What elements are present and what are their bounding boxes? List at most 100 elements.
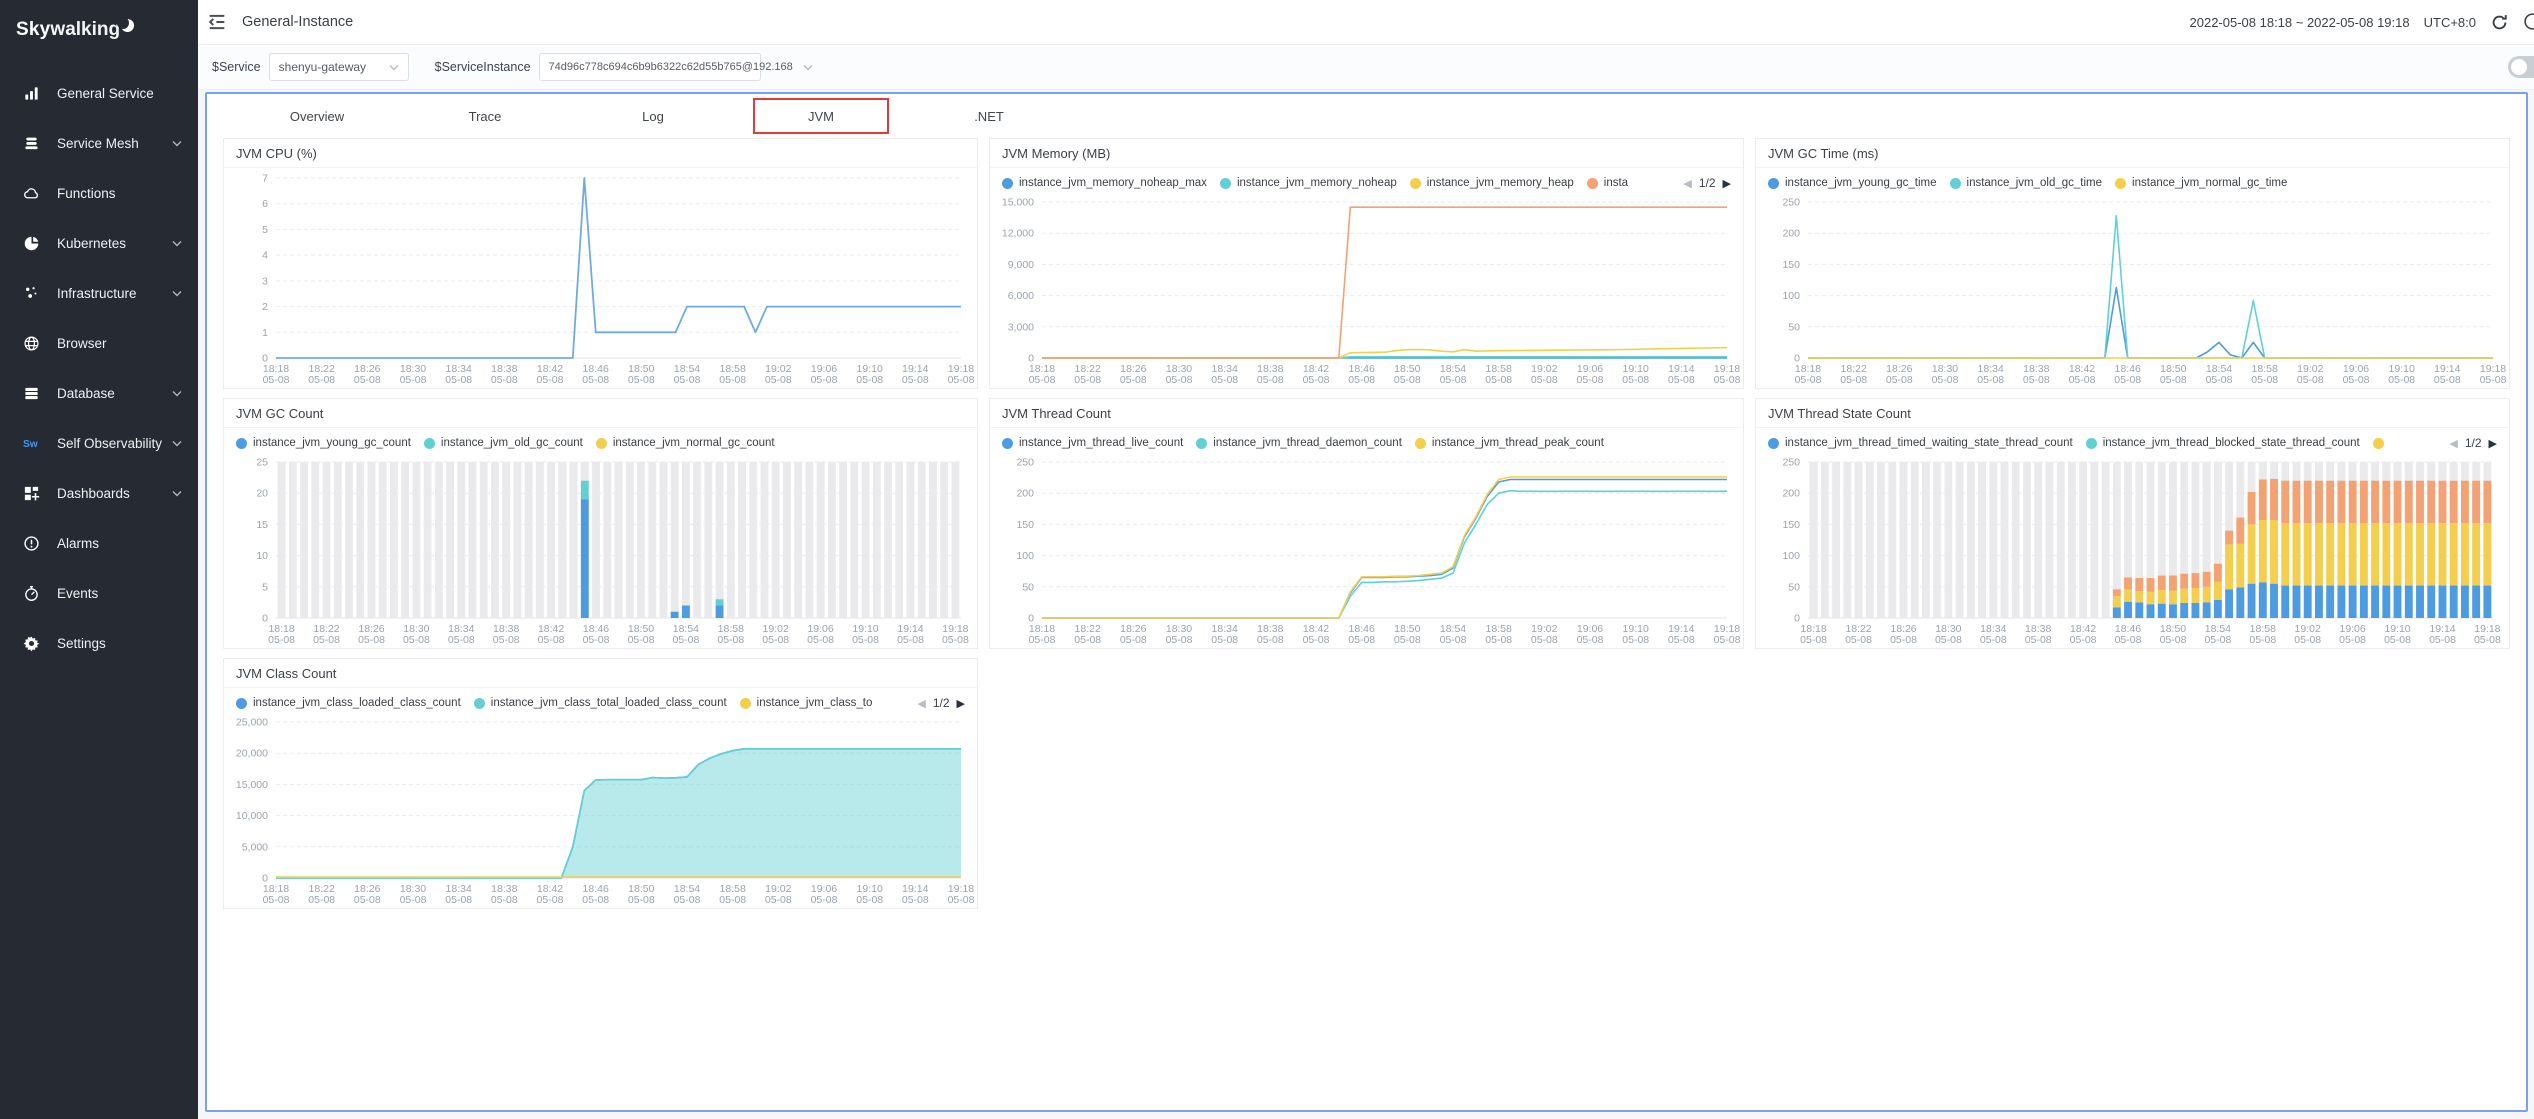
legend-item[interactable]: instance_jvm_thread_blocked_state_thread… (2086, 437, 2360, 449)
chart-canvas[interactable]: 03,0006,0009,00012,00015,00018:1805-0818… (990, 192, 1743, 388)
svg-text:18:2605-08: 18:2605-08 (354, 363, 381, 386)
time-range-picker[interactable]: 2022-05-08 18:18 ~ 2022-05-08 19:18 (2190, 15, 2410, 30)
sidebar-item-database[interactable]: Database (0, 368, 198, 418)
legend-item[interactable]: instance_jvm_thread_timed_waiting_state_… (1768, 437, 2073, 449)
svg-text:18:5805-08: 18:5805-08 (2251, 363, 2278, 386)
tab--net[interactable]: .NET (905, 109, 1073, 124)
svg-text:12,000: 12,000 (1002, 228, 1034, 240)
sidebar-item-self-observability[interactable]: SwSelf Observability (0, 418, 198, 468)
legend-item[interactable]: instance_jvm_young_gc_count (236, 437, 411, 449)
sidebar-item-functions[interactable]: Functions (0, 168, 198, 218)
legend-item[interactable]: instance_jvm_thread_peak_count (1415, 437, 1604, 449)
sidebar-item-settings[interactable]: Settings (0, 618, 198, 668)
svg-text:18:3005-08: 18:3005-08 (403, 623, 430, 646)
tab-log[interactable]: Log (569, 109, 737, 124)
legend-item[interactable]: instance_jvm_normal_gc_count (596, 437, 775, 449)
chart-canvas[interactable]: 05010015020025018:1805-0818:2205-0818:26… (990, 452, 1743, 648)
svg-text:18:5405-08: 18:5405-08 (2204, 623, 2231, 646)
legend-item[interactable]: instance_jvm_memory_noheap_max (1002, 177, 1207, 189)
legend-item[interactable]: insta (1587, 177, 1628, 189)
legend-item[interactable]: instance_jvm_memory_noheap (1220, 177, 1397, 189)
pager-prev-icon[interactable]: ◀ (1683, 177, 1691, 190)
skywalking-logo: Skywalking (0, 0, 198, 60)
svg-text:18:3405-08: 18:3405-08 (448, 623, 475, 646)
legend-label: instance_jvm_memory_noheap_max (1019, 177, 1207, 189)
legend-item[interactable]: instance_jvm_class_loaded_class_count (236, 697, 461, 709)
svg-text:2: 2 (262, 301, 268, 313)
legend-item[interactable]: instance_jvm_normal_gc_time (2115, 177, 2287, 189)
svg-text:19:1005-08: 19:1005-08 (2388, 363, 2415, 386)
tab-jvm[interactable]: JVM (737, 109, 905, 124)
svg-text:19:1805-08: 19:1805-08 (2480, 363, 2507, 386)
svg-text:19:1005-08: 19:1005-08 (1622, 623, 1649, 646)
chart-canvas[interactable]: 051015202518:1805-0818:2205-0818:2605-08… (224, 452, 977, 648)
legend-item[interactable] (2373, 438, 2384, 449)
svg-text:18:2605-08: 18:2605-08 (358, 623, 385, 646)
database-icon (22, 384, 40, 402)
legend-item[interactable]: instance_jvm_old_gc_time (1950, 177, 2103, 189)
legend-dot-icon (236, 438, 247, 449)
clipped-circle-icon[interactable] (2523, 12, 2534, 32)
legend-item[interactable]: instance_jvm_old_gc_count (424, 437, 583, 449)
svg-text:19:1805-08: 19:1805-08 (948, 363, 975, 386)
legend-item[interactable]: instance_jvm_thread_daemon_count (1196, 437, 1402, 449)
legend-item[interactable]: instance_jvm_memory_heap (1410, 177, 1574, 189)
legend-label: instance_jvm_young_gc_count (253, 437, 411, 449)
chevron-down-icon (172, 390, 182, 397)
svg-text:19:1405-08: 19:1405-08 (902, 363, 929, 386)
sidebar-item-service-mesh[interactable]: Service Mesh (0, 118, 198, 168)
tab-overview[interactable]: Overview (233, 109, 401, 124)
sidebar-item-alarms[interactable]: Alarms (0, 518, 198, 568)
chart-canvas[interactable]: 05,00010,00015,00020,00025,00018:1805-08… (224, 712, 977, 908)
svg-text:19:1805-08: 19:1805-08 (2474, 623, 2501, 646)
svg-text:19:1405-08: 19:1405-08 (2429, 623, 2456, 646)
sidebar-item-browser[interactable]: Browser (0, 318, 198, 368)
svg-text:18:4605-08: 18:4605-08 (2115, 623, 2142, 646)
tabs-bar: OverviewTraceLogJVM.NET (207, 94, 2526, 138)
svg-text:18:1805-08: 18:1805-08 (1800, 623, 1827, 646)
view-toggle[interactable] (2508, 56, 2534, 78)
legend-label: instance_jvm_memory_heap (1427, 177, 1574, 189)
chart-card-jvm-thread-state-count: JVM Thread State Countinstance_jvm_threa… (1755, 398, 2510, 649)
svg-text:18:2605-08: 18:2605-08 (1886, 363, 1913, 386)
svg-text:18:4205-08: 18:4205-08 (2069, 363, 2096, 386)
instance-select[interactable]: 74d96c778c694c6b9b6322c62d55b765@192.168 (539, 53, 761, 81)
sidebar-item-label: Browser (57, 336, 107, 351)
service-select[interactable]: shenyu-gateway (269, 53, 409, 81)
pager-prev-icon[interactable]: ◀ (917, 697, 925, 710)
chart-canvas[interactable]: 0123456718:1805-0818:2205-0818:2605-0818… (224, 168, 977, 388)
sidebar-item-events[interactable]: Events (0, 568, 198, 618)
topbar-right: 2022-05-08 18:18 ~ 2022-05-08 19:18 UTC+… (2190, 12, 2534, 32)
pager-next-icon[interactable]: ▶ (2489, 437, 2497, 450)
tab-trace[interactable]: Trace (401, 109, 569, 124)
legend-item[interactable]: instance_jvm_thread_live_count (1002, 437, 1183, 449)
legend-item[interactable]: instance_jvm_class_to (740, 697, 873, 709)
pager-prev-icon[interactable]: ◀ (2449, 437, 2457, 450)
chart-title: JVM GC Count (224, 399, 977, 428)
svg-text:18:4605-08: 18:4605-08 (2114, 363, 2141, 386)
sidebar-item-infrastructure[interactable]: Infrastructure (0, 268, 198, 318)
legend-item[interactable]: instance_jvm_young_gc_time (1768, 177, 1937, 189)
sidebar: Skywalking General ServiceService MeshFu… (0, 0, 198, 1119)
pager-next-icon[interactable]: ▶ (957, 697, 965, 710)
chart-svg: 05010015020025018:1805-0818:2205-0818:26… (990, 452, 1743, 648)
refresh-icon[interactable] (2490, 13, 2509, 32)
sidebar-item-kubernetes[interactable]: Kubernetes (0, 218, 198, 268)
legend-dot-icon (1002, 178, 1013, 189)
gear-icon (22, 634, 40, 652)
legend-item[interactable]: instance_jvm_class_total_loaded_class_co… (474, 697, 727, 709)
svg-text:19:0205-08: 19:0205-08 (2297, 363, 2324, 386)
chart-title: JVM Memory (MB) (990, 139, 1743, 168)
pager-next-icon[interactable]: ▶ (1723, 177, 1731, 190)
svg-text:18:4605-08: 18:4605-08 (582, 883, 609, 906)
sidebar-item-dashboards[interactable]: Dashboards (0, 468, 198, 518)
svg-text:18:3005-08: 18:3005-08 (1166, 623, 1193, 646)
menu-fold-icon[interactable] (206, 11, 228, 33)
svg-text:18:5805-08: 18:5805-08 (2249, 623, 2276, 646)
chart-legend: instance_jvm_thread_live_count instance_j… (990, 428, 1743, 452)
svg-text:19:1405-08: 19:1405-08 (902, 883, 929, 906)
chart-canvas[interactable]: 05010015020025018:1805-0818:2205-0818:26… (1756, 452, 2509, 648)
svg-text:18:2605-08: 18:2605-08 (1890, 623, 1917, 646)
sidebar-item-general-service[interactable]: General Service (0, 68, 198, 118)
chart-canvas[interactable]: 05010015020025018:1805-0818:2205-0818:26… (1756, 192, 2509, 388)
